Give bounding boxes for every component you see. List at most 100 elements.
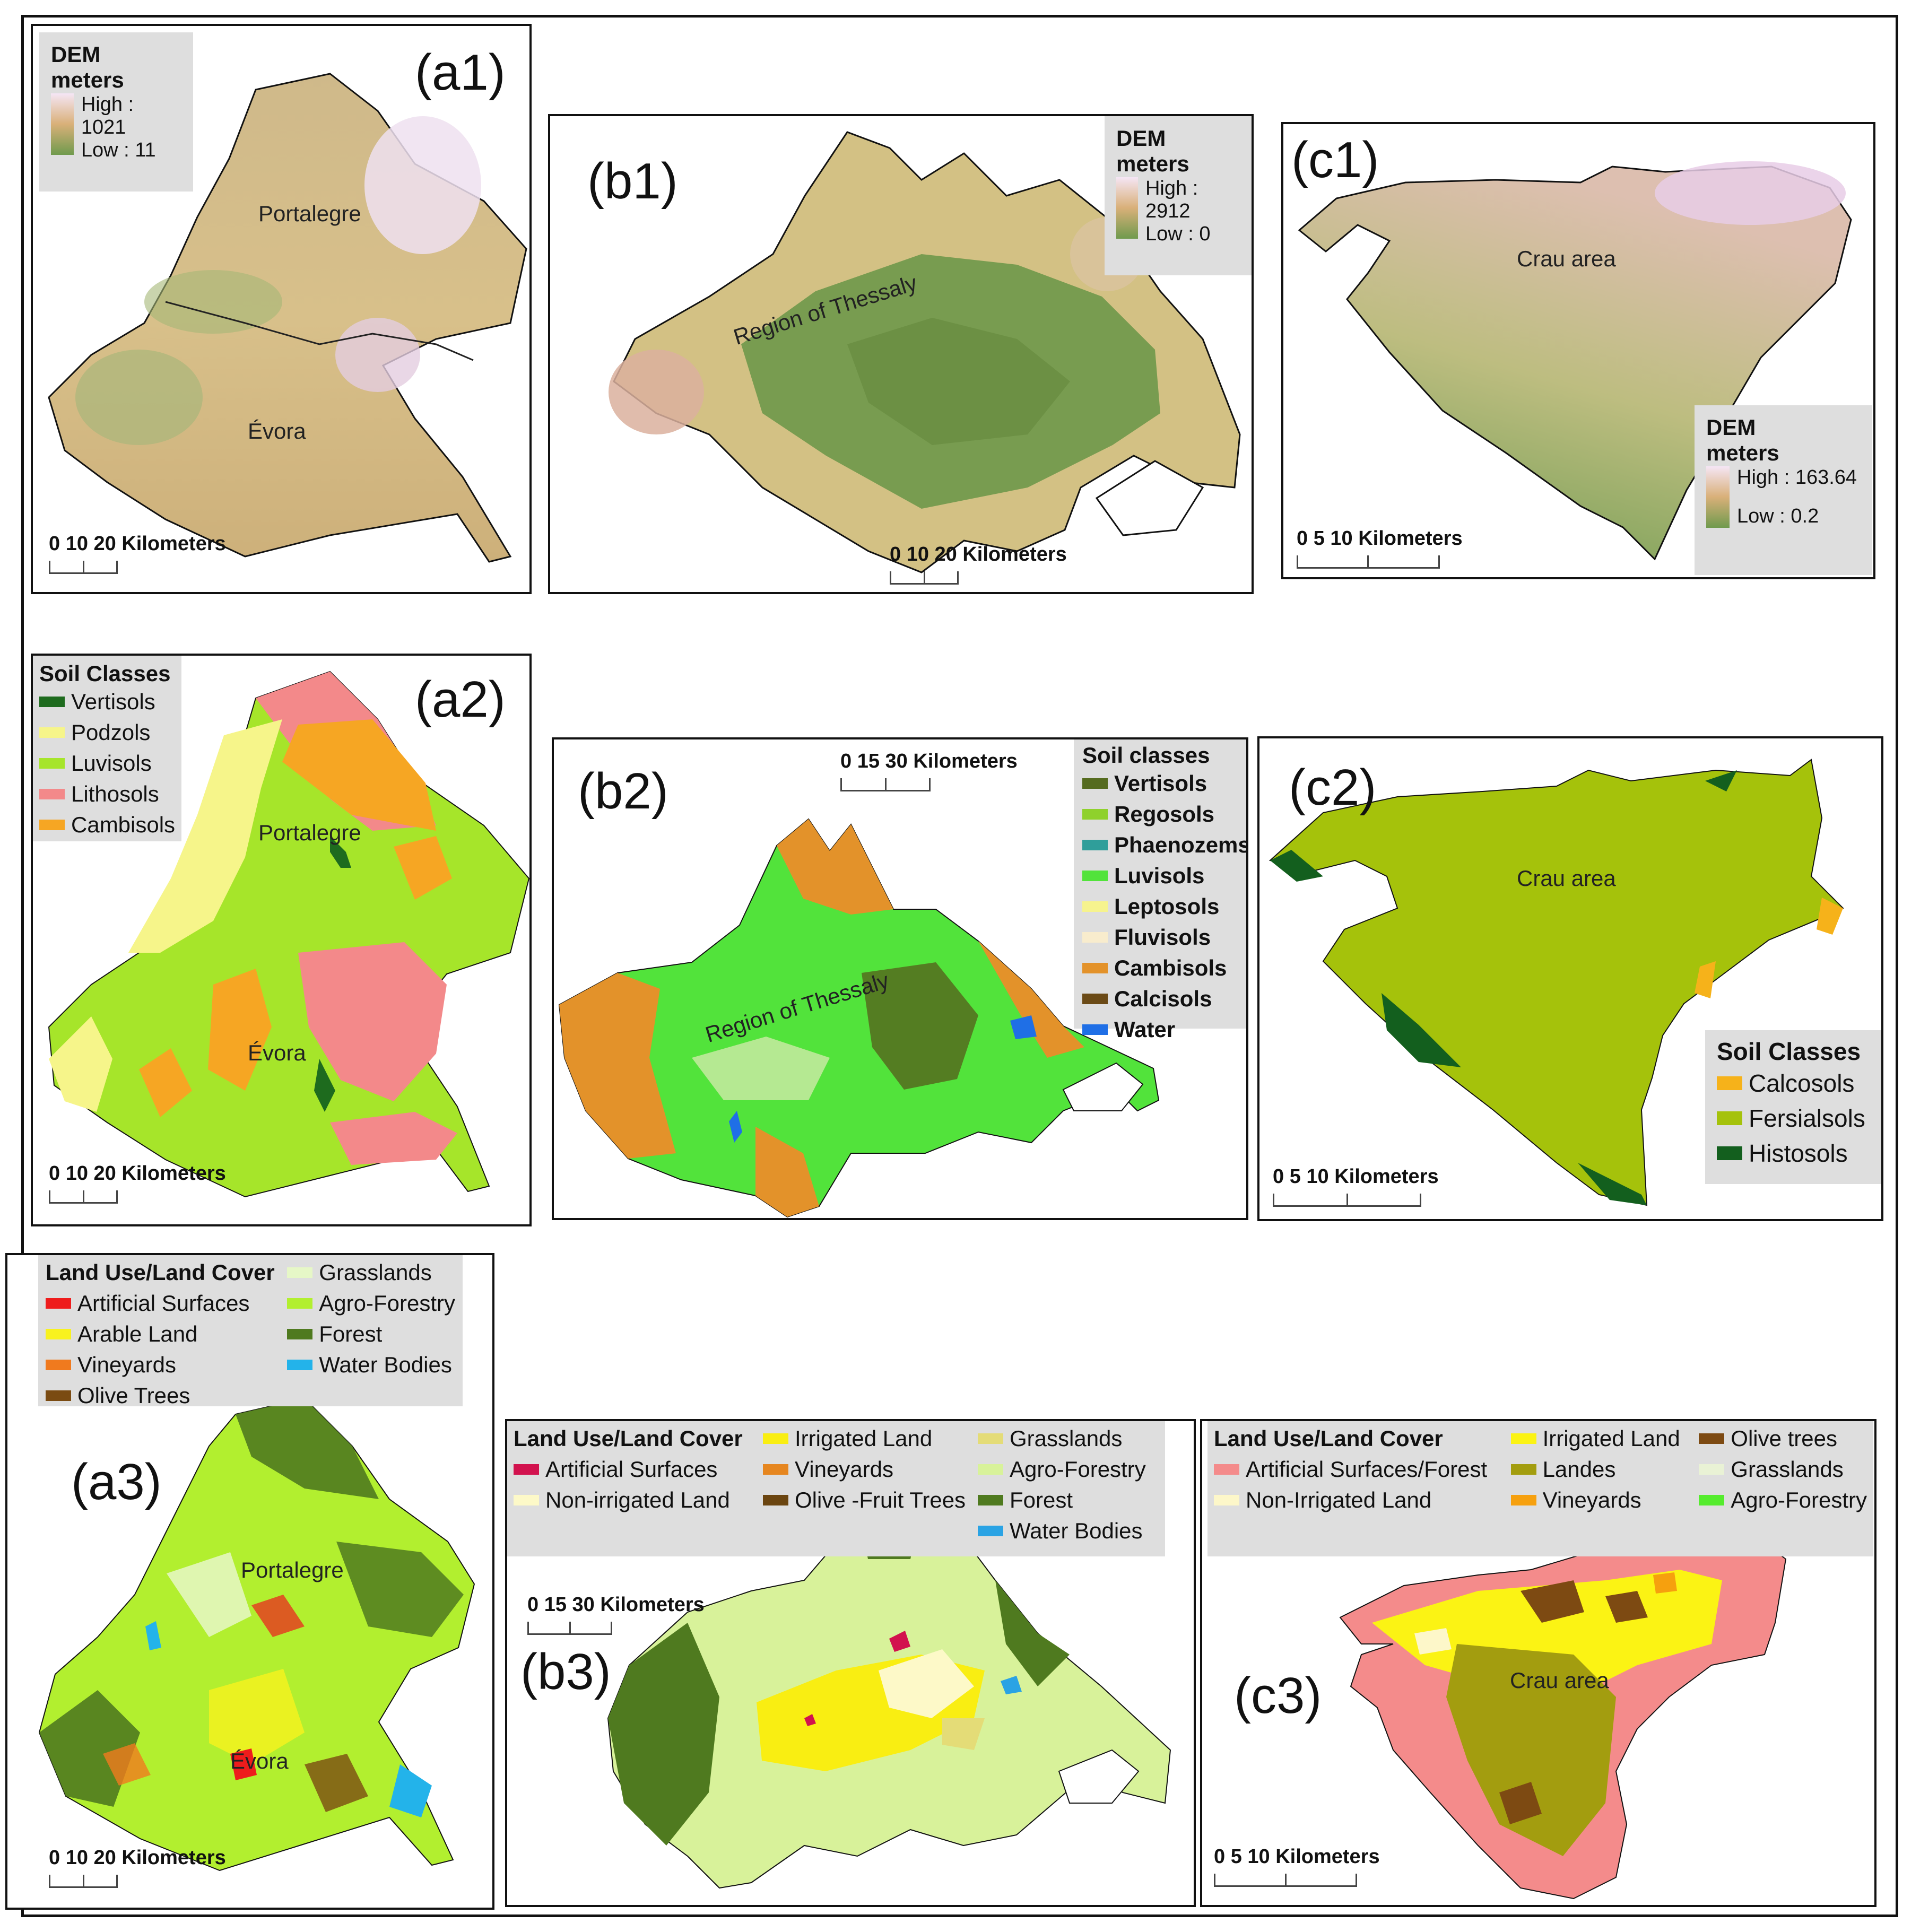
legend-item: Artificial Surfaces xyxy=(514,1454,763,1485)
legend-item: Calcosols xyxy=(1717,1066,1871,1101)
legend-title: Land Use/Land Cover xyxy=(514,1426,743,1451)
legend-item: Olive Trees xyxy=(46,1380,287,1411)
legend-b2: Soil classes Vertisols Regosols Phaenoze… xyxy=(1074,739,1246,1042)
panel-a3: Land Use/Land Cover Artificial Surfaces … xyxy=(5,1253,494,1910)
panel-label: (c1) xyxy=(1291,132,1379,188)
swatch xyxy=(1082,1024,1108,1035)
legend-subtitle: meters xyxy=(1116,151,1189,177)
legend-b1: DEM meters High : 2912 Low : 0 xyxy=(1105,116,1252,275)
legend-item: Vertisols xyxy=(39,686,175,717)
swatch xyxy=(978,1495,1003,1505)
swatch xyxy=(1510,1464,1536,1475)
swatch xyxy=(1082,932,1108,943)
panel-c3: Land Use/Land Cover Artificial Surfaces/… xyxy=(1200,1419,1876,1907)
swatch xyxy=(39,758,65,769)
panel-a2: Soil Classes Vertisols Podzols Luvisols … xyxy=(31,654,532,1226)
legend-item: Agro-Forestry xyxy=(978,1454,1146,1485)
legend-item: Landes xyxy=(1510,1454,1699,1485)
legend-item: Cambisols xyxy=(39,810,175,840)
swatch xyxy=(1082,901,1108,912)
swatch xyxy=(514,1464,539,1475)
legend-high: High : 2912 xyxy=(1145,177,1198,222)
legend-item: Histosols xyxy=(1717,1136,1871,1171)
swatch xyxy=(1717,1146,1742,1160)
swatch xyxy=(978,1464,1003,1475)
legend-item: Vertisols xyxy=(1082,768,1240,799)
swatch xyxy=(1082,778,1108,789)
legend-item: Olive -Fruit Trees xyxy=(763,1485,978,1516)
legend-title: Soil Classes xyxy=(1717,1038,1861,1065)
place-label: Portalegre xyxy=(258,201,361,226)
legend-item: Irrigated Land xyxy=(1510,1423,1699,1454)
map-a1-dem xyxy=(48,73,527,563)
swatch xyxy=(46,1390,71,1401)
swatch xyxy=(1082,871,1108,882)
map-c2-soil xyxy=(1269,759,1844,1206)
legend-item: Calcisols xyxy=(1082,984,1240,1014)
panel-label: (c2) xyxy=(1289,759,1377,816)
legend-item: Arable Land xyxy=(46,1319,287,1350)
place-label: Évora xyxy=(230,1748,289,1773)
scale-bar: 0 5 10 Kilometers xyxy=(1273,1165,1439,1207)
legend-low: Low : 11 xyxy=(81,138,156,161)
swatch xyxy=(39,789,65,800)
legend-low: Low : 0.2 xyxy=(1737,504,1819,527)
legend-title: DEM xyxy=(1706,415,1756,440)
legend-item: Irrigated Land xyxy=(763,1423,978,1454)
legend-title: Soil classes xyxy=(1082,743,1210,768)
legend-title: Soil Classes xyxy=(39,661,171,686)
legend-subtitle: meters xyxy=(51,67,124,93)
swatch xyxy=(287,1267,313,1278)
place-label: Évora xyxy=(248,419,306,443)
swatch xyxy=(46,1360,71,1370)
legend-item: Artificial Surfaces/Forest xyxy=(1214,1454,1511,1485)
swatch xyxy=(39,727,65,738)
legend-item: Vineyards xyxy=(46,1350,287,1380)
legend-c1: DEM meters High : 163.64 Low : 0.2 xyxy=(1695,405,1872,575)
swatch xyxy=(514,1495,539,1505)
swatch xyxy=(46,1329,71,1339)
swatch xyxy=(1214,1464,1239,1475)
elevation-ramp xyxy=(1706,466,1730,528)
legend-item: Water Bodies xyxy=(978,1516,1146,1546)
swatch xyxy=(978,1526,1003,1536)
swatch xyxy=(1699,1495,1725,1505)
swatch xyxy=(287,1298,313,1309)
swatch xyxy=(1510,1495,1536,1505)
panel-label: (a1) xyxy=(415,44,506,101)
scale-bar: 0 5 10 Kilometers xyxy=(1297,527,1463,569)
map-a2-soil xyxy=(48,671,529,1198)
swatch xyxy=(978,1433,1003,1444)
scale-bar: 0 10 20 Kilometers xyxy=(49,1162,226,1204)
legend-high: High : 163.64 xyxy=(1737,466,1857,489)
map-b3-landcover xyxy=(607,1505,1171,1889)
legend-a1: DEM meters High : 1021 Low : 11 xyxy=(39,32,193,192)
legend-subtitle: meters xyxy=(1706,440,1779,466)
swatch xyxy=(1214,1495,1239,1505)
legend-item: Leptosols xyxy=(1082,891,1240,922)
legend-item: Grasslands xyxy=(287,1257,455,1288)
panel-label: (c3) xyxy=(1234,1667,1322,1724)
elevation-ramp xyxy=(1116,177,1138,239)
panel-c2: Soil Classes Calcosols Fersialsols Histo… xyxy=(1257,736,1883,1221)
swatch xyxy=(1699,1433,1725,1444)
swatch xyxy=(46,1298,71,1309)
legend-title: DEM xyxy=(1116,126,1166,151)
legend-c3: Land Use/Land Cover Artificial Surfaces/… xyxy=(1207,1421,1873,1556)
legend-a2: Soil Classes Vertisols Podzols Luvisols … xyxy=(33,656,181,841)
panel-label: (b3) xyxy=(520,1643,611,1700)
panel-b2: Soil classes Vertisols Regosols Phaenoze… xyxy=(552,737,1248,1220)
legend-item: Non-Irrigated Land xyxy=(1214,1485,1511,1516)
scale-bar: 0 15 30 Kilometers xyxy=(840,750,1018,791)
legend-item: Water Bodies xyxy=(287,1350,455,1380)
legend-title: Land Use/Land Cover xyxy=(1214,1426,1443,1451)
legend-item: Phaenozems xyxy=(1082,830,1246,860)
legend-a3: Land Use/Land Cover Artificial Surfaces … xyxy=(38,1255,463,1408)
swatch xyxy=(1510,1433,1536,1444)
swatch xyxy=(763,1433,788,1444)
legend-b3: Land Use/Land Cover Artificial Surfaces … xyxy=(507,1421,1165,1556)
legend-item: Non-irrigated Land xyxy=(514,1485,763,1516)
swatch xyxy=(287,1360,313,1370)
map-b2-soil xyxy=(558,818,1160,1218)
legend-item: Agro-Forestry xyxy=(1699,1485,1867,1516)
